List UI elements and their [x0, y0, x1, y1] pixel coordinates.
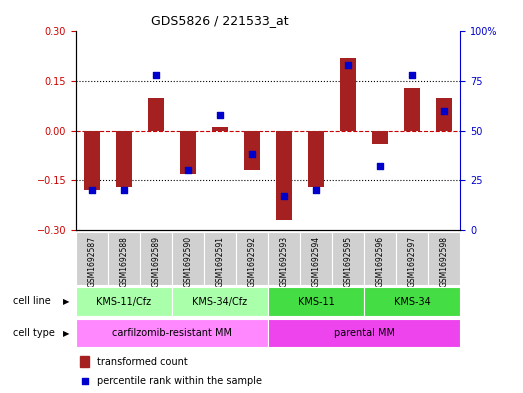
Point [344, 292, 353, 299]
Bar [372, 130, 388, 144]
Bar [76, 287, 172, 316]
Bar [148, 97, 164, 130]
Bar [300, 232, 332, 285]
Text: GSM1692589: GSM1692589 [152, 236, 161, 287]
Point [184, 167, 192, 174]
Bar [340, 58, 356, 130]
Text: transformed count: transformed count [97, 357, 188, 367]
Point [120, 187, 128, 193]
Text: GSM1692591: GSM1692591 [215, 236, 224, 287]
Bar [172, 287, 268, 316]
Bar [268, 319, 460, 347]
Bar [180, 130, 196, 174]
Text: GSM1692593: GSM1692593 [280, 236, 289, 287]
Bar [268, 287, 364, 316]
Text: GSM1692598: GSM1692598 [440, 236, 449, 287]
Bar [116, 130, 132, 187]
Point [152, 72, 160, 78]
Bar [364, 287, 460, 316]
Point [88, 187, 96, 193]
Bar [396, 232, 428, 285]
Text: KMS-11: KMS-11 [298, 297, 335, 307]
Bar [276, 130, 292, 220]
Bar [76, 232, 108, 285]
Text: cell line: cell line [13, 296, 51, 307]
Text: GSM1692594: GSM1692594 [312, 236, 321, 287]
Point [440, 108, 448, 114]
Point [344, 62, 353, 68]
Bar [268, 232, 300, 285]
Bar [76, 319, 268, 347]
Text: GSM1692590: GSM1692590 [184, 236, 192, 287]
Text: GSM1692597: GSM1692597 [408, 236, 417, 287]
Text: ▶: ▶ [63, 329, 69, 338]
Bar [308, 130, 324, 187]
Point [408, 72, 416, 78]
Bar [428, 232, 460, 285]
Text: carfilzomib-resistant MM: carfilzomib-resistant MM [112, 328, 232, 338]
Point [280, 193, 288, 199]
Point [248, 151, 256, 158]
Bar [84, 130, 100, 190]
Bar [172, 232, 204, 285]
Text: parental MM: parental MM [334, 328, 395, 338]
Bar [212, 127, 228, 130]
Bar [79, 356, 89, 367]
Bar [244, 130, 260, 171]
Bar [204, 232, 236, 285]
Text: GSM1692592: GSM1692592 [247, 236, 256, 287]
Bar [140, 232, 172, 285]
Bar [236, 232, 268, 285]
Bar [404, 88, 420, 130]
Text: KMS-34: KMS-34 [394, 297, 430, 307]
Bar [364, 232, 396, 285]
Bar [108, 232, 140, 285]
Point [312, 187, 320, 193]
Bar [436, 97, 452, 130]
Text: GSM1692588: GSM1692588 [119, 236, 128, 287]
Point [216, 112, 224, 118]
Text: percentile rank within the sample: percentile rank within the sample [97, 376, 262, 386]
Text: GSM1692587: GSM1692587 [87, 236, 96, 287]
Text: GDS5826 / 221533_at: GDS5826 / 221533_at [151, 14, 289, 27]
Bar [332, 232, 364, 285]
Text: KMS-34/Cfz: KMS-34/Cfz [192, 297, 247, 307]
Text: ▶: ▶ [63, 297, 69, 306]
Text: cell type: cell type [13, 328, 55, 338]
Text: GSM1692596: GSM1692596 [376, 236, 384, 287]
Point [376, 163, 384, 169]
Text: GSM1692595: GSM1692595 [344, 236, 353, 287]
Text: KMS-11/Cfz: KMS-11/Cfz [96, 297, 152, 307]
